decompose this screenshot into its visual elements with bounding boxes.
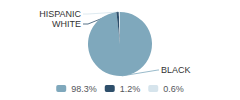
svg-text:0.6%: 0.6% (163, 84, 184, 94)
svg-text:1.2%: 1.2% (120, 84, 141, 94)
svg-text:WHITE: WHITE (52, 19, 81, 29)
svg-text:HISPANIC: HISPANIC (39, 9, 81, 19)
svg-text:BLACK: BLACK (161, 65, 191, 75)
svg-text:98.3%: 98.3% (71, 84, 97, 94)
